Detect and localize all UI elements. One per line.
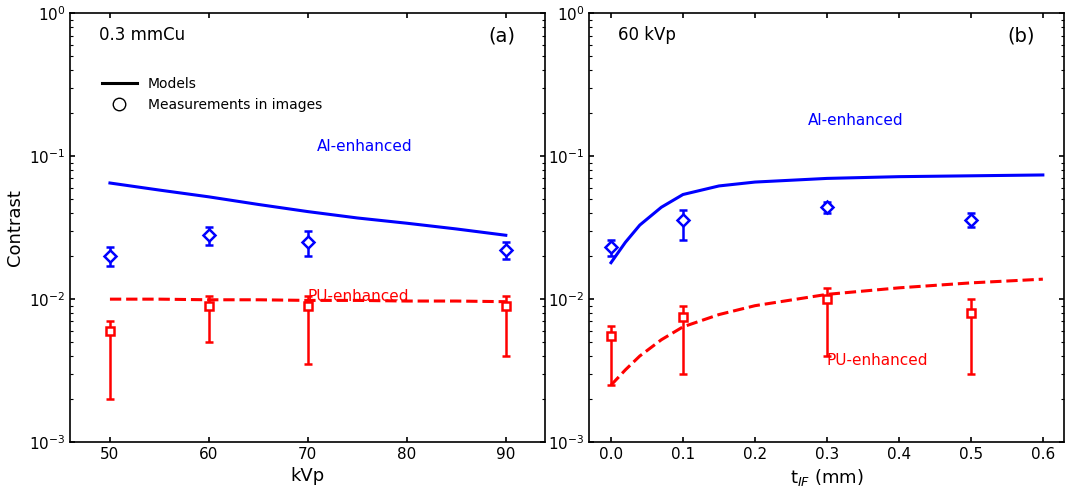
X-axis label: t$_{IF}$ (mm): t$_{IF}$ (mm) bbox=[790, 467, 863, 489]
Y-axis label: Contrast: Contrast bbox=[5, 189, 24, 266]
Text: 60 kVp: 60 kVp bbox=[617, 26, 676, 44]
Text: (a): (a) bbox=[488, 26, 516, 45]
Text: Al-enhanced: Al-enhanced bbox=[318, 138, 413, 154]
Text: Al-enhanced: Al-enhanced bbox=[808, 113, 903, 128]
Text: 0.3 mmCu: 0.3 mmCu bbox=[98, 26, 185, 44]
Legend: Models, Measurements in images: Models, Measurements in images bbox=[96, 72, 327, 118]
Text: PU-enhanced: PU-enhanced bbox=[308, 288, 410, 304]
X-axis label: kVp: kVp bbox=[291, 467, 325, 486]
Text: (b): (b) bbox=[1008, 26, 1035, 45]
Text: PU-enhanced: PU-enhanced bbox=[827, 353, 929, 368]
